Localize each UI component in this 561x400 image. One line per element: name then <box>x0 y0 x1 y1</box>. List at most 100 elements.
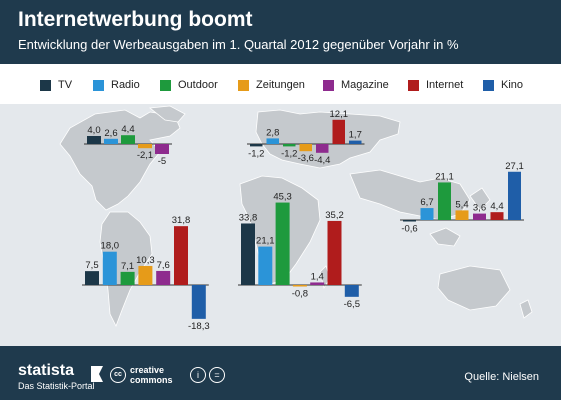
bar-label-nahost-afrika-radio: 21,1 <box>256 236 275 247</box>
legend-label-magazine: Magazine <box>341 79 389 91</box>
legend-item-internet: Internet <box>408 78 463 92</box>
legend-item-kino: Kino <box>483 78 523 92</box>
bar-asien-pazifik-tv <box>403 220 416 222</box>
bar-chart-asien-pazifik: -0,6 6,7 21,1 5,4 3,6 4,4 27,1 <box>400 161 524 235</box>
bar-nahost-afrika-zeitungen <box>292 285 307 287</box>
bar-label-europa-outdoor: -1,2 <box>281 148 297 159</box>
bar-label-asien-pazifik-radio: 6,7 <box>420 197 433 208</box>
legend-swatch-magazine <box>323 79 334 91</box>
bar-europa-tv <box>250 144 263 147</box>
legend-swatch-kino <box>483 79 494 91</box>
legend-item-magazine: Magazine <box>323 78 389 92</box>
bar-lateinamerika-internet <box>174 226 188 285</box>
bar-lateinamerika-zeitungen <box>138 265 153 285</box>
bar-label-lateinamerika-magazine: 7,6 <box>157 260 170 271</box>
bar-label-lateinamerika-radio: 18,0 <box>101 241 120 252</box>
bar-asien-pazifik-kino <box>508 171 521 220</box>
legend-label-outdoor: Outdoor <box>178 79 218 91</box>
cc-text: creative commons <box>130 365 173 385</box>
bar-chart-nahost-afrika: 33,8 21,1 45,3 -0,81,4 35,2 -6,5 <box>238 192 362 310</box>
bar-label-nordamerika-top-zeitungen: -2,1 <box>137 150 153 161</box>
bar-label-nordamerika-top-radio: 2,6 <box>104 128 117 139</box>
bar-label-asien-pazifik-internet: 4,4 <box>490 201 503 212</box>
bar-label-nahost-afrika-outdoor: 45,3 <box>273 192 292 203</box>
legend-swatch-radio <box>93 79 104 91</box>
bar-asien-pazifik-magazine <box>473 213 486 220</box>
legend-swatch-outdoor <box>160 79 171 91</box>
legend-label-radio: Radio <box>111 79 140 91</box>
page-title: Internetwerbung boomt <box>18 8 253 31</box>
bar-label-europa-zeitungen: -3,6 <box>298 153 314 164</box>
bar-label-nahost-afrika-zeitungen: -0,8 <box>292 289 308 300</box>
bar-label-lateinamerika-zeitungen: 10,3 <box>136 255 155 266</box>
bar-asien-pazifik-zeitungen <box>455 210 469 220</box>
bar-label-nahost-afrika-magazine: 1,4 <box>311 271 324 282</box>
bar-label-asien-pazifik-tv: -0,6 <box>401 224 417 235</box>
page-subtitle: Entwicklung der Werbeausgaben im 1. Quar… <box>18 37 459 52</box>
bar-label-lateinamerika-outdoor: 7,1 <box>121 261 134 272</box>
legend-item-outdoor: Outdoor <box>160 78 218 92</box>
bar-label-asien-pazifik-outdoor: 21,1 <box>435 171 454 182</box>
bar-label-asien-pazifik-kino: 27,1 <box>505 161 524 172</box>
bar-asien-pazifik-radio <box>420 208 434 220</box>
legend-item-zeitungen: Zeitungen <box>238 78 305 92</box>
bar-nahost-afrika-internet <box>327 220 342 285</box>
legend-label-tv: TV <box>58 79 73 91</box>
bar-nahost-afrika-kino <box>344 285 359 297</box>
brand-logo: statista <box>18 362 75 379</box>
bar-nordamerika-top-tv <box>87 136 101 144</box>
bar-nordamerika-top-radio <box>104 138 118 144</box>
bar-label-nordamerika-top-outdoor: 4,4 <box>121 124 134 135</box>
bar-europa-magazine <box>316 144 329 153</box>
bar-europa-kino <box>349 140 362 144</box>
bar-lateinamerika-tv <box>85 271 99 285</box>
attribution-icon: i <box>190 367 206 383</box>
bar-label-nordamerika-top-magazine: -5 <box>158 156 166 167</box>
brand-tagline: Das Statistik-Portal <box>18 381 95 391</box>
bar-label-asien-pazifik-magazine: 3,6 <box>473 203 486 214</box>
bar-label-lateinamerika-kino: -18,3 <box>188 321 210 332</box>
bar-lateinamerika-kino <box>191 285 206 319</box>
bar-nordamerika-top-magazine <box>155 144 169 154</box>
bar-label-nordamerika-top-tv: 4,0 <box>87 125 100 136</box>
bar-europa-zeitungen <box>299 144 312 152</box>
bar-label-asien-pazifik-zeitungen: 5,4 <box>455 199 468 210</box>
bar-label-nahost-afrika-tv: 33,8 <box>239 212 258 223</box>
bar-nordamerika-top-zeitungen <box>138 144 152 149</box>
bar-nordamerika-top-outdoor <box>121 135 135 144</box>
bar-nahost-afrika-tv <box>241 223 255 285</box>
bar-lateinamerika-magazine <box>156 270 171 285</box>
bar-chart-lateinamerika: 7,518,07,110,3 7,6 31,8 -18,3 <box>82 215 210 332</box>
cc-text-top: creative <box>130 365 165 375</box>
cc-text-bottom: commons <box>130 375 173 385</box>
cc-icon: cc <box>110 367 126 383</box>
bar-label-europa-radio: 2,8 <box>266 127 279 138</box>
bar-europa-radio <box>266 138 279 144</box>
bar-nahost-afrika-magazine <box>310 282 325 285</box>
no-derivatives-icon: = <box>209 367 225 383</box>
legend-item-radio: Radio <box>93 78 140 92</box>
bar-label-europa-internet: 12,1 <box>330 109 349 120</box>
bar-lateinamerika-outdoor <box>120 271 135 285</box>
bar-lateinamerika-radio <box>102 251 117 285</box>
bar-label-europa-kino: 1,7 <box>349 130 362 141</box>
bar-label-lateinamerika-tv: 7,5 <box>85 260 98 271</box>
legend-swatch-zeitungen <box>238 79 249 91</box>
bar-label-europa-tv: -1,2 <box>248 148 264 159</box>
legend-label-zeitungen: Zeitungen <box>256 79 305 91</box>
creative-commons-badge: cc creative commons <box>110 364 240 386</box>
flag-icon <box>91 366 103 382</box>
bar-label-nahost-afrika-internet: 35,2 <box>325 210 344 221</box>
bar-asien-pazifik-outdoor <box>438 182 451 220</box>
header-band <box>0 0 561 64</box>
bar-asien-pazifik-internet <box>490 212 504 220</box>
legend-label-internet: Internet <box>426 79 464 91</box>
bar-label-lateinamerika-internet: 31,8 <box>172 215 191 226</box>
bar-chart-europa: -1,22,8-1,2 -3,6 -4,412,11,7 <box>247 109 365 166</box>
legend-label-kino: Kino <box>501 79 524 91</box>
legend-swatch-tv <box>40 79 51 91</box>
bar-europa-outdoor <box>283 144 296 147</box>
bar-chart-nordamerika-top: 4,0 2,6 4,4 -2,1 -5 <box>84 124 172 167</box>
